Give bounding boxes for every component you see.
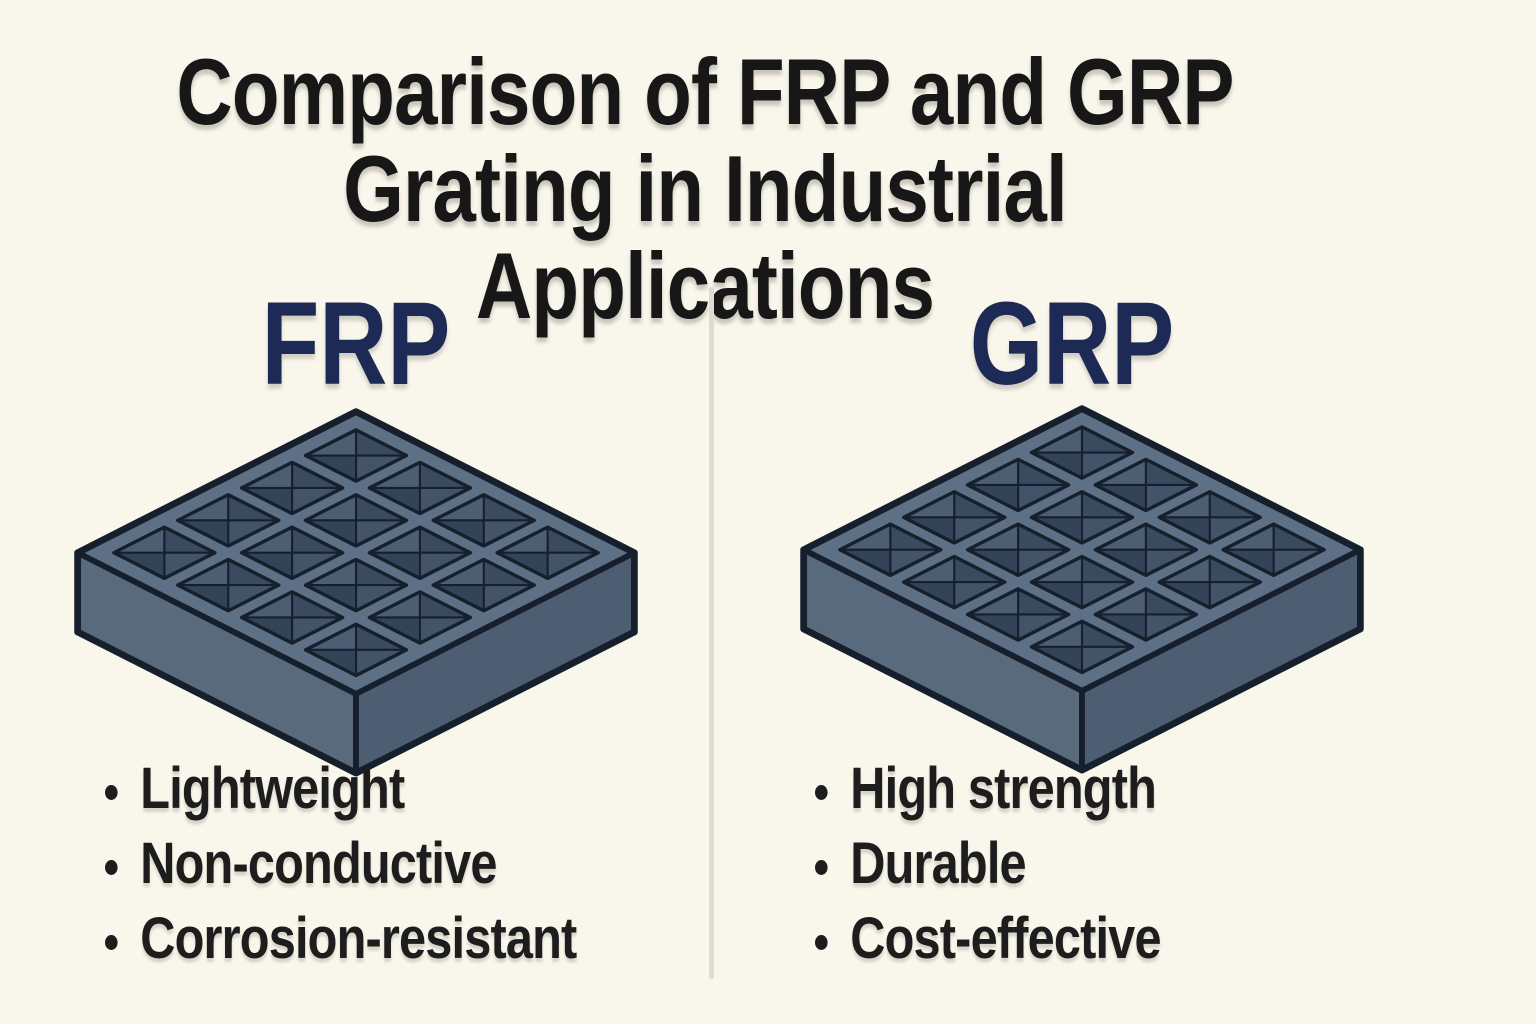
title-line1: Comparison of FRP and GRP: [176, 39, 1234, 144]
bullet-label: Cost-effective: [850, 906, 1161, 971]
grp-grating-illustration: [800, 405, 1364, 774]
frp-heading: FRP: [261, 278, 451, 410]
bullet-label: High strength: [850, 756, 1157, 821]
bullet-label: Corrosion-resistant: [140, 906, 577, 971]
bullet-dot-icon: [105, 859, 118, 875]
page-title: Comparison of FRP and GRP Grating in Ind…: [120, 39, 1290, 338]
list-item: Cost-effective: [815, 906, 1162, 971]
bullet-label: Lightweight: [140, 756, 405, 821]
list-item: Non-conductive: [105, 835, 576, 893]
grp-bullet-list: High strength Durable Cost-effective: [815, 760, 1162, 985]
list-item: Durable: [815, 835, 1161, 893]
bullet-dot-icon: [815, 859, 828, 875]
list-item: High strength: [815, 760, 1161, 818]
title-line2: Grating in Industrial Applications: [343, 135, 1068, 338]
grp-heading: GRP: [969, 278, 1175, 410]
frp-grating-illustration: [74, 408, 638, 777]
bullet-dot-icon: [105, 784, 118, 800]
bullet-label: Non-conductive: [140, 831, 497, 896]
bullet-dot-icon: [815, 934, 828, 950]
list-item: Corrosion-resistant: [105, 906, 577, 971]
bullet-dot-icon: [105, 934, 118, 950]
vertical-divider: [709, 287, 714, 979]
bullet-label: Durable: [850, 831, 1026, 896]
frp-bullet-list: Lightweight Non-conductive Corrosion-res…: [105, 760, 577, 985]
list-item: Lightweight: [105, 760, 576, 818]
bullet-dot-icon: [815, 784, 828, 800]
